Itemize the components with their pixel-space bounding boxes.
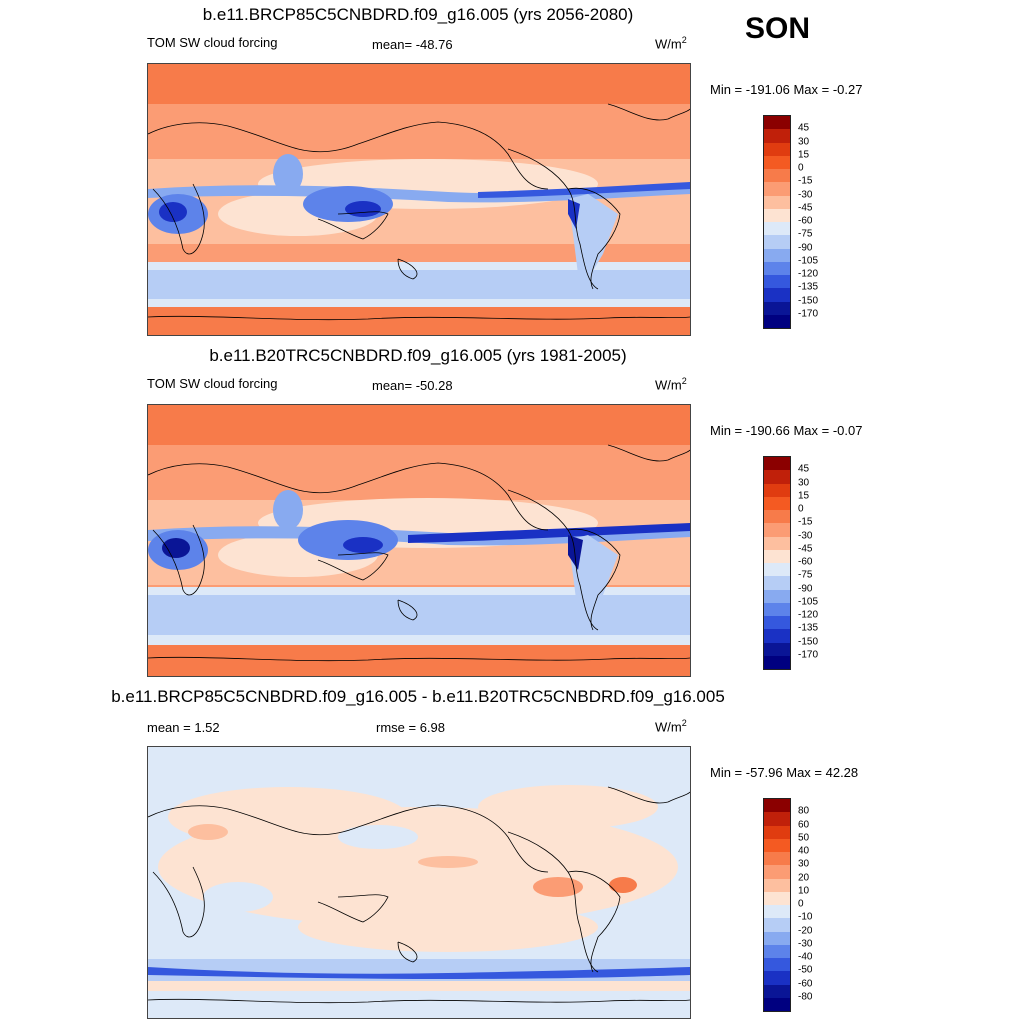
colorbar-tick-label: -135 (798, 281, 819, 293)
panel1-minmax: Min = -191.06 Max = -0.27 (710, 82, 863, 97)
colorbar-tick-label: -150 (798, 636, 819, 647)
panel1-map (147, 63, 691, 336)
colorbar-tick-label: -50 (798, 964, 813, 976)
panel2-colorbar (763, 456, 791, 670)
colorbar-tick-label: -30 (798, 189, 813, 200)
colorbar-tick-label: 30 (798, 136, 810, 147)
colorbar-tick-label: -90 (798, 583, 813, 594)
panel1-units: W/m2 (655, 35, 687, 52)
season-label: SON (745, 12, 811, 45)
colorbar-tick-label: -15 (798, 175, 813, 187)
panel2-map (147, 404, 691, 677)
colorbar-tick-label: -75 (798, 228, 813, 240)
panel3-mean-label: mean = 1.52 (147, 720, 220, 735)
colorbar-tick-label: -105 (798, 596, 819, 608)
colorbar-tick-label: 50 (798, 832, 810, 844)
colorbar-tick-label: 60 (798, 819, 810, 830)
colorbar-tick-label: -30 (798, 530, 813, 541)
panel3-minmax: Min = -57.96 Max = 42.28 (710, 765, 859, 780)
panel3-title: b.e11.BRCP85C5CNBDRD.f09_g16.005 - b.e11… (111, 687, 725, 706)
colorbar-tick-label: 45 (798, 122, 810, 134)
colorbar-tick-label: 45 (798, 463, 810, 475)
colorbar-tick-label: 30 (798, 477, 810, 488)
colorbar-tick-label: -45 (798, 543, 813, 555)
colorbar-tick-label: -60 (798, 556, 813, 568)
colorbar-tick-label: -60 (798, 978, 813, 989)
panel3-rmse-label: rmse = 6.98 (376, 720, 446, 735)
panel2-title: b.e11.B20TRC5CNBDRD.f09_g16.005 (yrs 198… (209, 346, 627, 365)
panel3-units: W/m2 (655, 718, 687, 735)
colorbar-tick-label: -90 (798, 242, 813, 253)
colorbar-tick-label: 40 (798, 845, 810, 857)
colorbar-tick-label: -40 (798, 951, 813, 963)
colorbar-tick-label: -60 (798, 215, 813, 227)
colorbar-tick-label: -75 (798, 569, 813, 581)
colorbar-tick-label: -120 (798, 609, 819, 621)
colorbar-tick-label: -30 (798, 938, 813, 950)
colorbar-tick-label: -80 (798, 991, 813, 1003)
panel3-map (147, 746, 691, 1019)
panel1-colorbar (763, 115, 791, 329)
colorbar-tick-label: -45 (798, 202, 813, 214)
colorbar-tick-label: -105 (798, 255, 819, 267)
colorbar-tick-label: -135 (798, 622, 819, 634)
colorbar-tick-label: 15 (798, 490, 810, 502)
colorbar-tick-label: 80 (798, 805, 810, 817)
colorbar-tick-label: 15 (798, 149, 810, 161)
colorbar-tick-label: 10 (798, 885, 810, 897)
colorbar-tick-label: -170 (798, 308, 819, 320)
colorbar-tick-label: -120 (798, 268, 819, 280)
panel1-variable-label: TOM SW cloud forcing (147, 35, 278, 50)
panel1-mean-label: mean= -48.76 (372, 37, 453, 52)
colorbar-tick-label: 0 (798, 162, 804, 174)
colorbar-tick-label: 30 (798, 858, 810, 870)
colorbar-tick-label: -150 (798, 295, 819, 306)
panel3-colorbar (763, 798, 791, 1012)
panel1-title: b.e11.BRCP85C5CNBDRD.f09_g16.005 (yrs 20… (202, 5, 634, 24)
panel2-minmax: Min = -190.66 Max = -0.07 (710, 423, 863, 438)
colorbar-tick-label: -20 (798, 925, 813, 936)
panel2-mean-label: mean= -50.28 (372, 378, 453, 393)
colorbar-tick-label: 0 (798, 503, 804, 515)
colorbar-tick-label: 0 (798, 898, 804, 910)
colorbar-tick-label: -15 (798, 516, 813, 528)
panel2-units: W/m2 (655, 376, 687, 393)
colorbar-tick-label: -170 (798, 649, 819, 661)
colorbar-tick-label: 20 (798, 872, 810, 883)
panel2-variable-label: TOM SW cloud forcing (147, 376, 278, 391)
colorbar-tick-label: -10 (798, 911, 813, 923)
